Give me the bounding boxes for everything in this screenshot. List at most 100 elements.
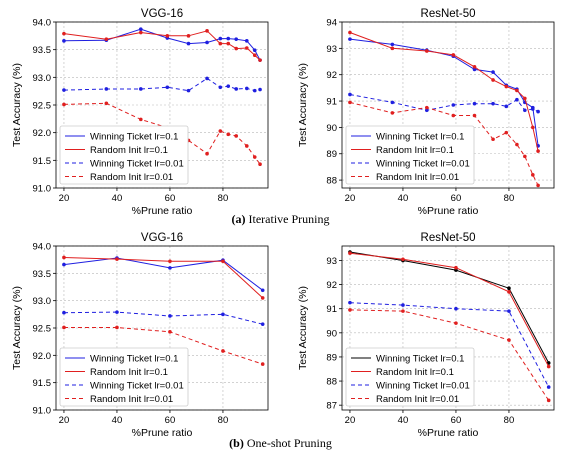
data-point (425, 105, 429, 110)
data-point (507, 338, 511, 342)
data-point (258, 87, 262, 92)
legend-label-2: Random Init lr=0.1 (376, 145, 454, 156)
data-point (221, 349, 225, 353)
data-point (504, 84, 509, 89)
data-point (451, 113, 456, 118)
x-tick-label: 60 (165, 415, 176, 426)
y-tick-label: 88 (326, 377, 337, 388)
y-tick-label: 88 (326, 176, 337, 187)
y-tick-label: 92.0 (33, 128, 52, 139)
caption-iterative-pruning: (a) Iterative Pruning (0, 212, 561, 227)
data-point (62, 39, 66, 43)
data-point (186, 41, 191, 46)
y-tick-label: 91.0 (33, 406, 52, 417)
data-point (62, 88, 66, 92)
data-point (401, 257, 405, 262)
data-point (139, 117, 143, 122)
x-tick-label: 80 (504, 193, 515, 204)
data-point (234, 87, 238, 91)
series-line-1 (63, 28, 261, 61)
data-point (454, 321, 458, 325)
data-point (531, 173, 535, 177)
chart-title: VGG-16 (141, 232, 183, 244)
data-point (234, 46, 238, 51)
data-point (348, 92, 352, 97)
data-point (546, 385, 551, 389)
data-point (104, 87, 109, 91)
data-point (491, 78, 495, 82)
data-point (536, 149, 540, 153)
data-point (523, 154, 527, 159)
x-axis-label: %Prune ratio (418, 205, 479, 217)
data-point (546, 398, 551, 403)
data-point (454, 306, 458, 311)
data-point (472, 64, 477, 69)
data-point (258, 58, 262, 62)
chart-title: VGG-16 (141, 8, 183, 20)
data-point (401, 303, 405, 307)
y-tick-label: 92.5 (33, 324, 52, 335)
caption-one-shot-pruning: (b) One-shot Pruning (0, 436, 561, 451)
data-point (507, 286, 511, 291)
legend-box (345, 125, 475, 185)
y-tick-label: 93.5 (33, 269, 52, 280)
data-point (139, 30, 143, 35)
legend-box (345, 347, 475, 407)
data-point (348, 30, 352, 35)
data-point (260, 296, 265, 300)
x-tick-label: 80 (504, 415, 515, 426)
data-point (390, 111, 395, 115)
x-tick-label: 20 (345, 193, 356, 204)
y-tick-label: 93.5 (33, 45, 52, 56)
data-point (531, 125, 535, 130)
legend-label-1: Winning Ticket lr=0.1 (90, 132, 178, 143)
data-point (221, 259, 225, 264)
data-point (245, 144, 249, 148)
legend-label-4: Random Init lr=0.01 (90, 172, 173, 183)
data-point (245, 86, 249, 91)
data-point (515, 142, 519, 147)
y-tick-label: 91 (326, 97, 337, 108)
y-tick-label: 94.0 (33, 242, 52, 253)
data-point (507, 309, 511, 313)
data-point (205, 40, 209, 45)
legend-label-1: Winning Ticket lr=0.1 (376, 354, 464, 365)
y-tick-label: 89 (326, 149, 337, 160)
caption-iterative-label: (a) (231, 212, 246, 226)
y-axis-label: Test Accuracy (%) (297, 286, 309, 370)
series-line-2 (63, 257, 264, 299)
x-tick-label: 20 (59, 415, 70, 426)
data-point (245, 39, 249, 43)
y-tick-label: 91.5 (33, 378, 52, 389)
y-tick-label: 91 (326, 304, 337, 315)
chart-2: 88 89 90 91 92 93 94 20 40 60 80 ResNet-50 %Prune ra… (297, 8, 555, 217)
data-point (168, 259, 172, 264)
y-tick-label: 90 (326, 123, 337, 134)
data-point (260, 322, 265, 326)
data-point (401, 309, 405, 313)
data-point (491, 137, 495, 142)
data-point (168, 266, 172, 270)
data-point (252, 53, 257, 57)
data-point (472, 113, 477, 118)
data-point (226, 84, 231, 88)
data-point (260, 362, 265, 366)
data-point (186, 34, 191, 38)
y-tick-label: 92.0 (33, 351, 52, 362)
data-point (507, 290, 511, 294)
data-point (218, 41, 223, 46)
data-point (472, 101, 477, 106)
data-point (139, 27, 143, 31)
legend-label-3: Winning Ticket lr=0.01 (90, 381, 184, 392)
data-point (390, 42, 395, 47)
data-point (218, 85, 223, 90)
data-point (226, 36, 231, 41)
legend-label-4: Random Init lr=0.01 (376, 172, 459, 183)
chart-title: ResNet-50 (421, 232, 476, 244)
data-point (245, 46, 249, 50)
data-point (165, 34, 170, 38)
series-line-2 (63, 30, 261, 61)
data-point (104, 101, 109, 106)
y-tick-label: 93 (326, 256, 337, 267)
x-axis-label: %Prune ratio (418, 427, 479, 439)
